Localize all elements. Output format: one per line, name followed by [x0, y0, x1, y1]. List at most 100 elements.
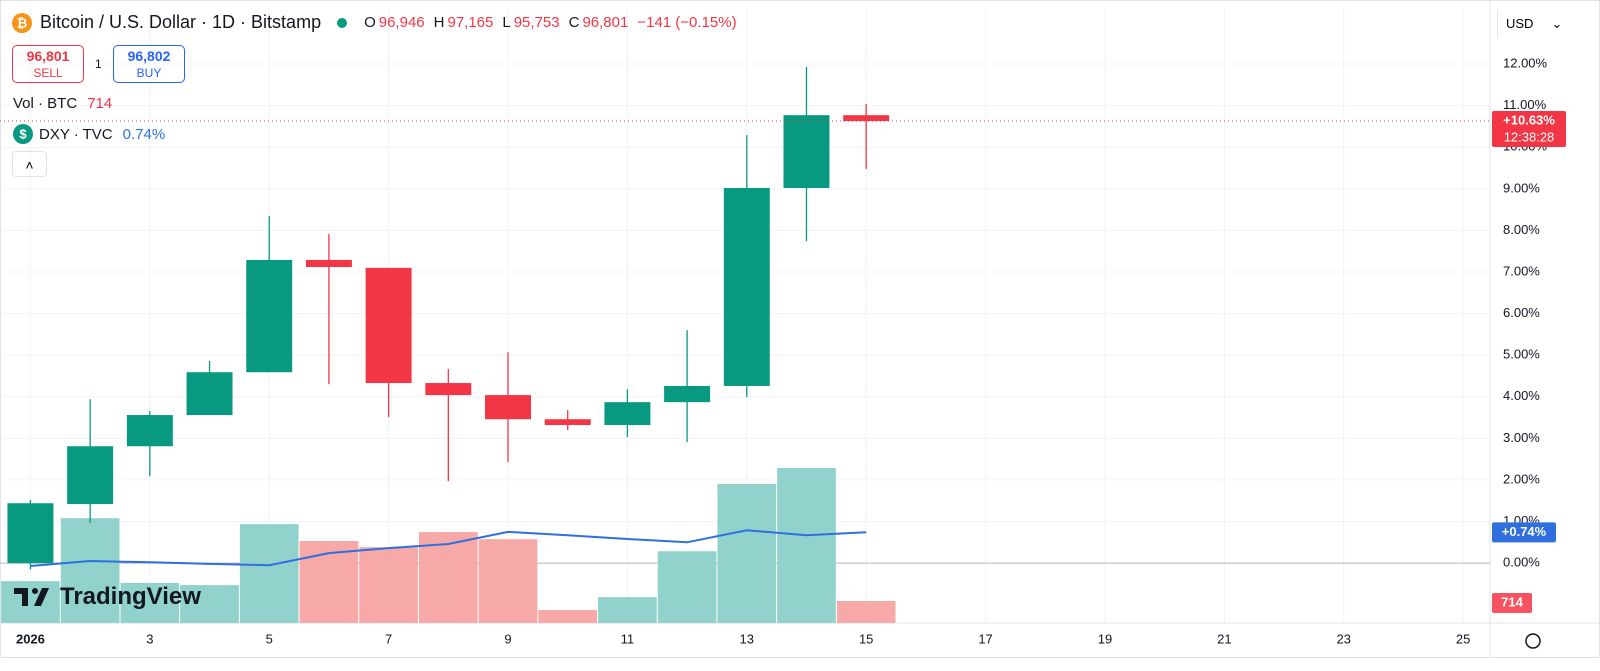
sell-price: 96,801 [26, 48, 70, 64]
x-tick-label: 17 [978, 631, 992, 646]
candle-body [604, 402, 651, 426]
overlay-line [30, 529, 867, 567]
high: 97,165 [447, 14, 494, 31]
candle-body [246, 259, 293, 373]
candle-body [544, 419, 591, 426]
volume-bar [598, 597, 657, 623]
candle-body [186, 372, 233, 416]
buy-label: BUY [136, 66, 162, 80]
overlay-legend: $ DXY · TVC 0.74% [13, 124, 165, 144]
x-tick-label: 25 [1456, 631, 1470, 646]
x-tick-label: 9 [504, 631, 511, 646]
change: −141 (−0.15%) [637, 14, 737, 31]
x-tick-label: 5 [266, 631, 273, 646]
volume-bar [1, 581, 60, 623]
candle-body [365, 267, 412, 384]
buy-button[interactable]: 96,802 BUY [113, 45, 185, 83]
volume-bar [180, 585, 239, 623]
collapse-button[interactable]: ˄ [12, 151, 47, 177]
x-tick-label: 19 [1098, 631, 1112, 646]
close: 96,801 [582, 14, 629, 31]
volume-value: 714 [87, 95, 113, 112]
low: 95,753 [513, 14, 560, 31]
buy-price: 96,802 [127, 48, 171, 64]
x-tick-label: 23 [1337, 631, 1351, 646]
logo-mark [14, 588, 49, 606]
volume-bar [538, 610, 598, 623]
currency-menu[interactable]: USD ⌄ [1497, 10, 1567, 38]
volume-bar [418, 532, 478, 623]
y-tick-label: 11.00% [1503, 97, 1547, 112]
c-label: C [568, 14, 580, 31]
candle-body [305, 259, 352, 268]
y-tick-label: 12.00% [1503, 55, 1548, 70]
candle-body [126, 415, 173, 447]
x-tick-label: 13 [740, 631, 754, 646]
candle-body [783, 115, 830, 188]
volume-bar [478, 539, 538, 623]
x-tick-label: 15 [859, 631, 873, 646]
overlay-last-label: +0.74% [1502, 524, 1547, 539]
y-tick-label: 8.00% [1503, 222, 1540, 237]
countdown: 12:38:28 [1504, 129, 1555, 144]
x-tick-label: 2026 [16, 631, 45, 646]
svg-text:$: $ [19, 126, 27, 141]
candle-body [7, 503, 54, 564]
candle-body [723, 187, 770, 386]
y-tick-label: 0.00% [1503, 555, 1540, 570]
volume-bar [60, 518, 120, 623]
y-tick-label: 6.00% [1503, 305, 1540, 320]
symbol: Bitcoin / U.S. Dollar · 1D · Bitstamp [40, 12, 322, 32]
o-label: O [364, 14, 376, 31]
y-tick-label: 5.00% [1503, 347, 1540, 362]
y-tick-label: 4.00% [1503, 388, 1540, 403]
y-tick-label: 7.00% [1503, 263, 1540, 278]
h-label: H [433, 14, 445, 31]
spread: 1 [95, 57, 102, 71]
volume-last-label: 714 [1501, 594, 1523, 609]
branding: TradingView [14, 583, 201, 611]
volume-title: Vol · BTC [13, 95, 78, 112]
candle-body [843, 115, 890, 122]
sell-label: SELL [33, 66, 63, 80]
candle-body [664, 385, 711, 403]
last-price-label: +10.63% [1503, 112, 1555, 127]
bitcoin-icon: ₿ [12, 12, 32, 33]
x-tick-label: 7 [385, 631, 392, 646]
currency: USD [1506, 16, 1534, 31]
x-tick-label: 21 [1217, 631, 1231, 646]
volume-bar [239, 524, 299, 623]
candle-body [67, 446, 114, 505]
x-tick-label: 11 [621, 631, 635, 646]
last-price-tag [1492, 111, 1566, 148]
candle-body [425, 383, 472, 396]
y-tick-label: 3.00% [1503, 430, 1540, 445]
volume-bar [777, 468, 836, 623]
overlay-value: 0.74% [122, 125, 166, 143]
volume-tag [1492, 592, 1532, 613]
x-tick-label: 3 [146, 631, 153, 646]
volume-bar [359, 547, 418, 623]
volume-legend: Vol · BTC 714 [13, 95, 112, 112]
volume-bar [717, 484, 777, 623]
volume-bar [657, 551, 717, 623]
candle-body [485, 395, 531, 420]
overlay-tag [1492, 522, 1556, 543]
brand-name: TradingView [60, 583, 201, 610]
settings-icon [1525, 633, 1541, 649]
volume-bar [299, 541, 359, 623]
status-dot [337, 17, 348, 28]
symbol-header: ₿ Bitcoin / U.S. Dollar · 1D · Bitstamp … [12, 12, 740, 33]
svg-text:₿: ₿ [17, 15, 28, 30]
l-label: L [502, 14, 511, 31]
volume-bar [836, 600, 896, 623]
y-tick-label: 2.00% [1503, 471, 1540, 486]
open: 96,946 [378, 14, 425, 31]
volume-bar [120, 582, 180, 623]
dollar-icon: $ [13, 124, 33, 144]
overlay-name: DXY · TVC [39, 125, 113, 143]
sell-button[interactable]: 96,801 SELL [12, 45, 84, 83]
y-tick-label: 9.00% [1503, 180, 1540, 195]
